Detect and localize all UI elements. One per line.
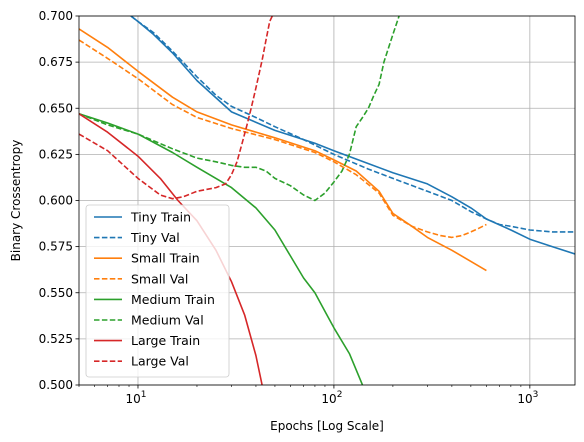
legend-label: Large Train — [131, 333, 200, 348]
y-tick-label: 0.700 — [39, 9, 73, 23]
y-tick-label: 0.525 — [39, 332, 73, 346]
series-line-small-train — [79, 28, 487, 272]
legend-label: Medium Train — [131, 292, 215, 307]
x-tick-base: 10 — [125, 392, 140, 406]
series-line-tiny-train — [130, 16, 575, 255]
legend-label: Small Train — [131, 251, 200, 266]
legend-label: Large Val — [131, 354, 189, 369]
legend-label: Tiny Val — [130, 230, 180, 245]
y-tick-label: 0.500 — [39, 378, 73, 392]
y-tick-label: 0.600 — [39, 194, 73, 208]
series-line-tiny-val — [130, 16, 575, 233]
series-line-medium-val — [79, 16, 400, 202]
y-tick-label: 0.550 — [39, 286, 73, 300]
x-tick-exponent: 1 — [141, 390, 147, 400]
y-tick-label: 0.625 — [39, 147, 73, 161]
x-tick-label: 101 — [125, 390, 146, 406]
legend-label: Tiny Train — [130, 210, 191, 225]
series-line-small-val — [79, 39, 487, 239]
x-tick-exponent: 3 — [533, 390, 539, 400]
axis-ticks: 0.500 0.525 0.550 0.575 0.600 0.625 0.650 0.675… — [39, 9, 539, 406]
x-tick-base: 10 — [517, 392, 532, 406]
series-lines — [79, 16, 575, 385]
legend-label: Small Val — [131, 271, 188, 286]
legend-box — [85, 204, 230, 378]
x-tick-base: 10 — [321, 392, 336, 406]
x-tick-exponent: 2 — [337, 390, 343, 400]
y-tick-label: 0.650 — [39, 101, 73, 115]
y-tick-label: 0.575 — [39, 240, 73, 254]
y-axis-title: Binary Crossentropy — [9, 140, 23, 262]
x-axis-title: Epochs [Log Scale] — [270, 419, 384, 433]
legend: Tiny Train Tiny Val Small Train Small Val Me… — [85, 204, 230, 378]
x-tick-label: 103 — [517, 390, 538, 406]
x-tick-label: 102 — [321, 390, 342, 406]
legend-label: Medium Val — [131, 313, 204, 328]
y-tick-label: 0.675 — [39, 55, 73, 69]
series-line-medium-train — [79, 113, 364, 385]
